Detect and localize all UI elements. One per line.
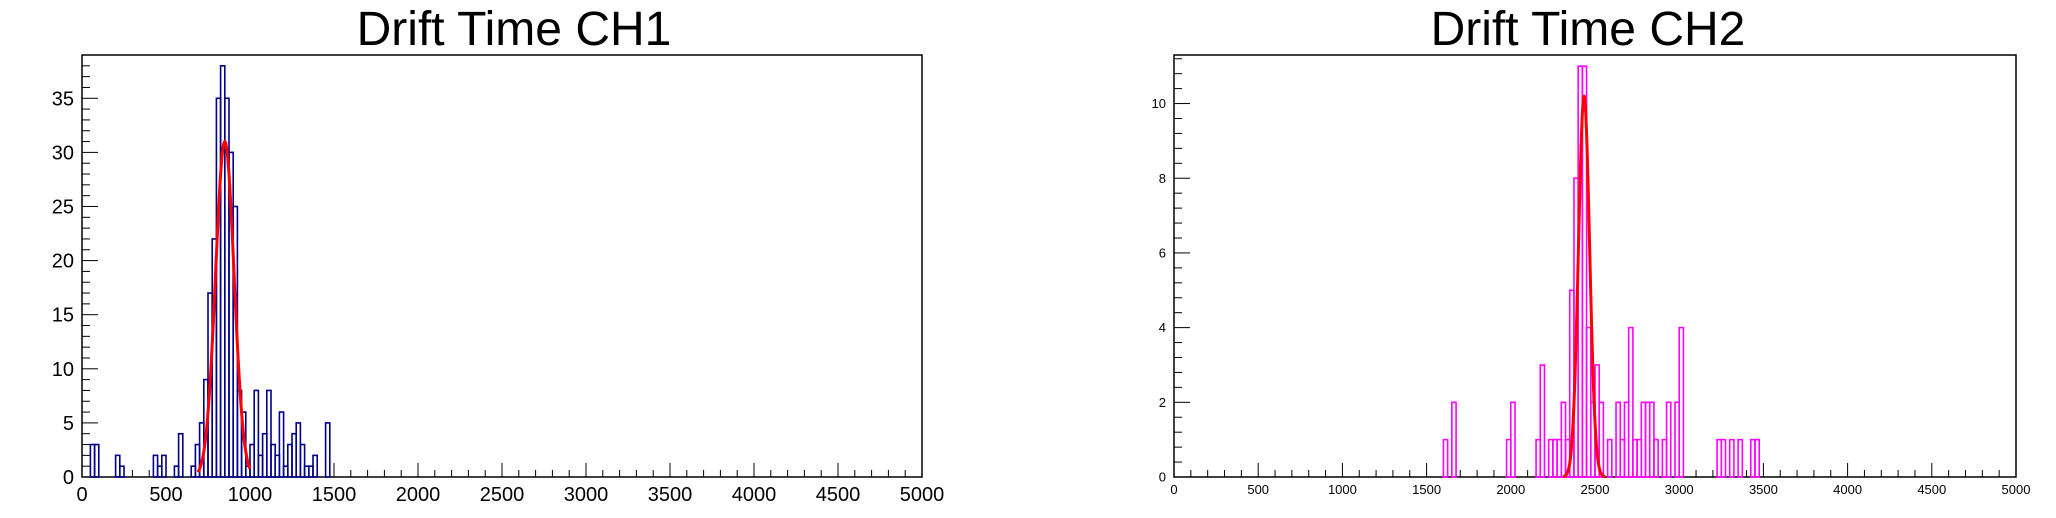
y-tick-label: 25 <box>52 196 74 218</box>
histogram-bin <box>299 443 306 478</box>
x-tick-label: 0 <box>1170 482 1177 497</box>
x-tick-label: 500 <box>149 484 182 506</box>
x-tick-label: 500 <box>1247 482 1269 497</box>
x-tick-label: 2500 <box>480 484 525 506</box>
y-tick-label: 4 <box>1159 320 1166 335</box>
x-tick-label: 2500 <box>1581 482 1610 497</box>
x-tick-label: 4500 <box>816 484 861 506</box>
histogram-bin <box>1598 401 1605 478</box>
histogram-bin <box>1451 401 1457 478</box>
y-tick-label: 0 <box>1159 470 1166 485</box>
chart-ch2: 0 500 1000 1500 2000 2500 3000 3500 4000 4500 5000… <box>1152 54 2031 497</box>
histogram-bin <box>265 389 272 478</box>
x-tick-label: 4500 <box>1917 482 1946 497</box>
x-tick-label: 5000 <box>900 484 945 506</box>
histogram-bin <box>324 422 331 478</box>
y-tick-label: 15 <box>52 305 74 327</box>
histogram-bin <box>1653 438 1659 478</box>
gaussian-fit-curve <box>196 139 252 473</box>
y-tick-label: 10 <box>52 359 74 381</box>
chart-panel-ch2: 0 500 1000 1500 2000 2500 3000 3500 4000 4500 5000… <box>1128 0 2048 518</box>
y-tick-label: 10 <box>1152 96 1166 111</box>
histogram-bin <box>1665 401 1672 478</box>
histogram-bin <box>312 454 318 478</box>
histogram-bin <box>1754 438 1760 478</box>
y-tick-label: 2 <box>1159 395 1166 410</box>
x-tick-label: 3000 <box>1665 482 1694 497</box>
x-tick-label: 1500 <box>1412 482 1441 497</box>
histogram-bin <box>93 443 100 478</box>
x-tick-label: 1000 <box>1328 482 1357 497</box>
y-tick-label: 35 <box>52 88 74 110</box>
histogram-bin <box>1728 438 1735 478</box>
y-tick-label: 0 <box>63 467 74 489</box>
x-tick-label: 3000 <box>564 484 609 506</box>
chart-title: Drift Time CH2 <box>1430 3 1746 56</box>
histogram-bin <box>1737 438 1744 478</box>
histogram-bin <box>278 411 285 478</box>
y-tick-label: 30 <box>52 142 74 164</box>
histogram-bin <box>177 432 184 478</box>
histogram-bin <box>1720 438 1727 478</box>
histogram-bin <box>1606 438 1613 478</box>
histogram-bin <box>1678 326 1685 478</box>
histogram-bin <box>161 454 167 478</box>
histogram-bin <box>1581 65 1588 478</box>
x-tick-label: 4000 <box>732 484 777 506</box>
histogram-series <box>89 65 331 478</box>
x-tick-label: 2000 <box>1496 482 1525 497</box>
gaussian-fit-curve <box>1562 94 1606 479</box>
y-tick-label: 8 <box>1159 171 1166 186</box>
histogram-bin <box>253 389 260 478</box>
histogram-series <box>1442 65 1760 478</box>
chart-title: Drift Time CH1 <box>356 3 672 56</box>
x-tick-label: 0 <box>76 484 87 506</box>
chart-ch1: 0 500 1000 1500 2000 2500 3000 3500 4000 4500 5000… <box>52 54 945 506</box>
histogram-bin <box>1509 401 1516 478</box>
x-tick-label: 1000 <box>228 484 273 506</box>
x-tick-label: 5000 <box>2002 482 2031 497</box>
x-tick-label: 3500 <box>648 484 693 506</box>
histogram-bin <box>119 465 125 478</box>
y-tick-label: 20 <box>52 251 74 273</box>
x-tick-label: 2000 <box>396 484 441 506</box>
y-tick-label: 6 <box>1159 245 1166 260</box>
y-tick-label: 5 <box>63 413 74 435</box>
x-tick-label: 4000 <box>1833 482 1862 497</box>
x-tick-label: 3500 <box>1749 482 1778 497</box>
histogram-bin <box>1627 326 1634 478</box>
x-tick-label: 1500 <box>312 484 357 506</box>
histogram-bin <box>1539 364 1546 478</box>
chart-panel-ch1: 0 500 1000 1500 2000 2500 3000 3500 4000 4500 5000… <box>52 3 945 507</box>
histogram-bin <box>1442 438 1449 478</box>
